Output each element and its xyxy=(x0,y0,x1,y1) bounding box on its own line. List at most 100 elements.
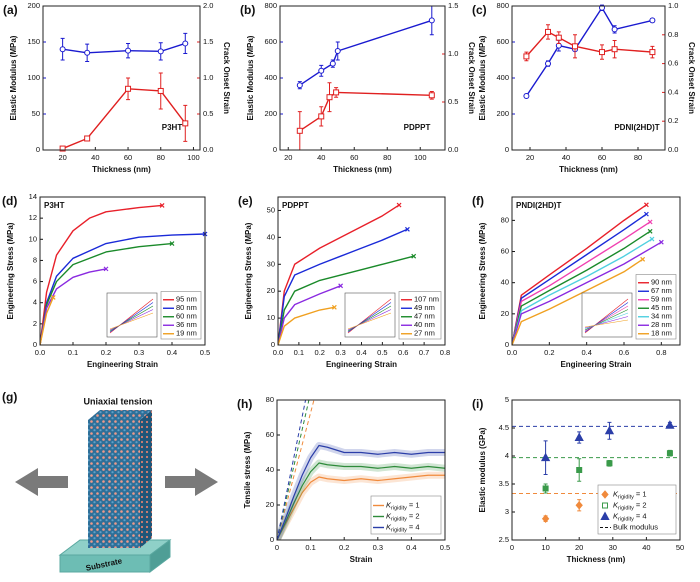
marker xyxy=(649,17,656,24)
marker xyxy=(545,28,551,35)
x-axis-title: Thickness (nm) xyxy=(567,555,626,564)
plot-frame xyxy=(276,399,446,541)
marker xyxy=(599,4,605,11)
end-marker xyxy=(396,202,402,208)
marker xyxy=(599,49,605,56)
x-tick-label: 0.0 xyxy=(507,348,517,357)
y-tick-label: 60 xyxy=(501,247,509,256)
series-line xyxy=(40,297,54,345)
marker xyxy=(125,85,132,92)
x-axis-title: Thickness (nm) xyxy=(92,165,151,174)
x-tick-label: 0.2 xyxy=(339,543,349,552)
plot-frame xyxy=(511,196,681,346)
x-tick-label: 0.6 xyxy=(619,348,629,357)
x-tick-label: 40 xyxy=(562,153,570,162)
y-tick-label: 200 xyxy=(496,109,509,118)
marker xyxy=(334,48,341,54)
marker xyxy=(318,113,325,120)
x-tick-label: 0.7 xyxy=(419,348,429,357)
series-line xyxy=(512,258,644,345)
x-tick-label: 20 xyxy=(575,543,583,552)
block-top xyxy=(88,410,152,420)
end-marker xyxy=(647,228,653,234)
marker xyxy=(326,94,333,101)
y2-tick-label: 1.0 xyxy=(448,49,458,58)
legend-subscript: rigidity xyxy=(391,506,407,512)
end-marker xyxy=(643,202,649,208)
x-tick-label: 0.2 xyxy=(544,348,554,357)
legend-marker xyxy=(602,502,608,509)
y2-tick-label: 0.0 xyxy=(448,145,458,154)
marker xyxy=(296,82,303,89)
marker xyxy=(611,26,618,33)
y-tick-label: 40 xyxy=(267,232,275,241)
legend-label: 27 nm xyxy=(414,329,435,338)
y-tick-label: 8 xyxy=(33,255,37,264)
plot-frame xyxy=(511,399,681,541)
y2-axis-title: Crack Onset Strain xyxy=(467,42,476,114)
legend-label: 90 nm xyxy=(651,278,672,287)
y-tick-label: 80 xyxy=(501,215,509,224)
legend-label: Krigidity = 2 xyxy=(613,500,647,511)
x-tick-label: 0.8 xyxy=(656,348,666,357)
series-line xyxy=(278,306,335,345)
x-tick-label: 40 xyxy=(317,153,325,162)
marker xyxy=(555,34,562,41)
y2-tick-label: 1.0 xyxy=(203,73,213,82)
y2-tick-label: 1.5 xyxy=(448,1,458,10)
y-tick-label: 600 xyxy=(264,37,277,46)
x-tick-label: 0.0 xyxy=(273,348,283,357)
x-tick-label: 0.4 xyxy=(356,348,366,357)
x-tick-label: 50 xyxy=(676,543,684,552)
x-tick-label: 0.1 xyxy=(305,543,315,552)
plot-frame xyxy=(42,5,201,151)
legend-symbol: K xyxy=(386,522,392,531)
end-marker xyxy=(331,304,337,310)
inset-line xyxy=(109,312,154,330)
panel-label: (e) xyxy=(238,194,253,208)
series-line xyxy=(512,221,651,345)
y-tick-label: 400 xyxy=(496,73,509,82)
y-axis-title: Elastic modulus (GPa) xyxy=(478,427,487,512)
y-tick-label: 0 xyxy=(505,340,509,349)
marker xyxy=(606,460,613,467)
marker xyxy=(157,48,164,55)
legend-suffix: = 2 xyxy=(409,511,420,520)
y-tick-label: 2.5 xyxy=(499,535,509,544)
marker xyxy=(665,420,675,429)
series-line xyxy=(277,474,445,540)
marker xyxy=(523,53,530,60)
y-tick-label: 200 xyxy=(27,1,40,10)
series-line xyxy=(40,204,163,345)
series-line xyxy=(299,19,433,86)
y-tick-label: 0 xyxy=(33,340,37,349)
x-tick-label: 0.5 xyxy=(200,348,210,357)
plot-frame xyxy=(39,196,206,346)
legend-label: 36 nm xyxy=(176,320,197,329)
plot-area xyxy=(277,400,445,540)
series-line xyxy=(278,228,408,345)
plot-frame xyxy=(277,196,446,346)
y-tick-label: 0 xyxy=(271,340,275,349)
legend-symbol: K xyxy=(613,500,619,509)
end-marker xyxy=(50,295,56,300)
y2-axis-title: Crack Onset Strain xyxy=(687,42,696,114)
marker xyxy=(649,49,656,56)
plot-area xyxy=(278,204,414,345)
plot-frame xyxy=(279,5,446,151)
panel-label: (b) xyxy=(240,3,255,17)
end-marker xyxy=(647,219,653,225)
plot-frame xyxy=(511,5,666,151)
x-tick-label: 80 xyxy=(634,153,642,162)
y-tick-label: 30 xyxy=(267,259,275,268)
y-tick-label: 4.5 xyxy=(499,423,509,432)
legend-suffix: = 4 xyxy=(636,511,647,520)
panel-label: (f) xyxy=(472,194,484,208)
block-side xyxy=(140,410,152,548)
y-tick-label: 14 xyxy=(29,192,37,201)
legend-label: Krigidity = 1 xyxy=(613,489,647,500)
x-tick-label: 0.3 xyxy=(373,543,383,552)
annotation: PNDI(2HD)T xyxy=(516,201,561,210)
y2-tick-label: 1.0 xyxy=(668,1,678,10)
series-line xyxy=(525,31,653,57)
